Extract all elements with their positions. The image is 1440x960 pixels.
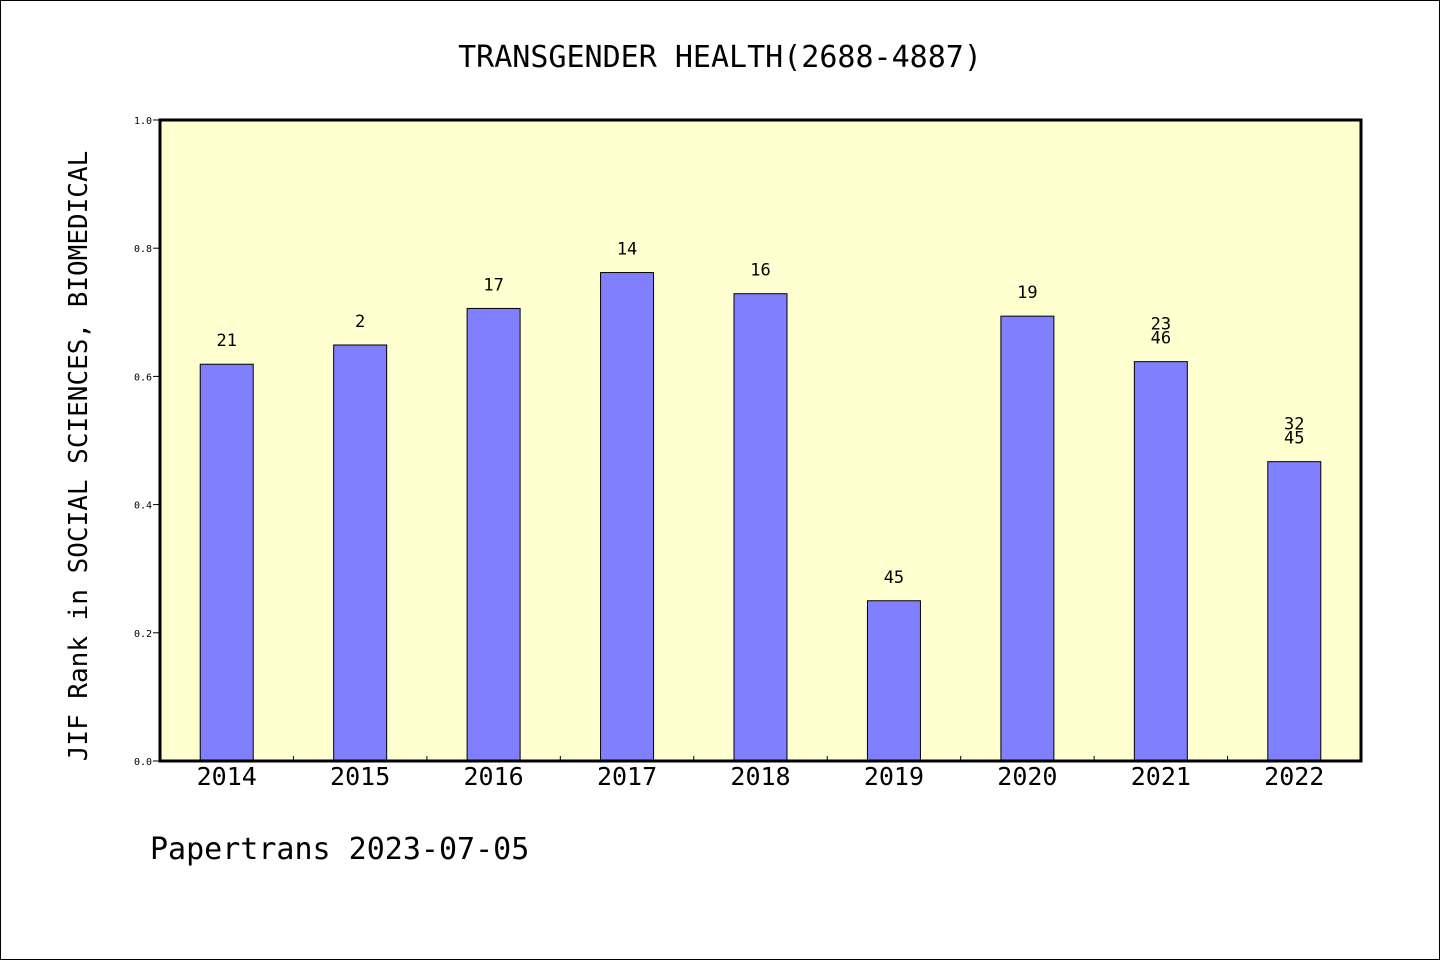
bar-2014 <box>199 363 254 762</box>
bar-2015 <box>333 344 388 762</box>
x-tick-label-2018: 2018 <box>730 762 790 791</box>
bar-label-2017-0: 14 <box>617 240 637 260</box>
bar-2020 <box>1000 315 1055 762</box>
bar-label-2014-0: 21 <box>216 331 236 351</box>
chart-title: TRANSGENDER HEALTH(2688-4887) <box>458 40 982 75</box>
bar-label-2016-0: 17 <box>483 275 503 295</box>
bar-label-2022-1: 45 <box>1284 429 1304 449</box>
x-tick-label-2020: 2020 <box>997 762 1057 791</box>
bar-label-2022-0: 32 <box>1284 415 1304 435</box>
x-tick-label-2014: 2014 <box>197 762 257 791</box>
y-tick-label-1.0: 1.0 <box>134 116 152 127</box>
bar-label-2018-0: 16 <box>750 261 770 281</box>
plot-border <box>158 118 1363 763</box>
bar-label-2015-0: 2 <box>355 312 365 332</box>
bar-2021 <box>1133 361 1188 762</box>
ticks-layer: 2014 2015 2016 2017 2018 2019 2020 2021 2022 0.0 0… <box>134 116 1324 791</box>
x-tick-label-2015: 2015 <box>330 762 390 791</box>
footer-credit: Papertrans 2023-07-05 <box>150 832 530 867</box>
x-tick-label-2016: 2016 <box>464 762 524 791</box>
bar-label-2019-0: 45 <box>884 568 904 588</box>
bar-2016 <box>466 307 521 762</box>
bar-2022 <box>1267 461 1322 762</box>
x-tick-label-2019: 2019 <box>864 762 924 791</box>
y-axis-label: JIF Rank in SOCIAL SCIENCES, BIOMEDICAL <box>64 151 94 761</box>
x-tick-label-2021: 2021 <box>1131 762 1191 791</box>
bar-label-2021-1: 46 <box>1151 329 1171 349</box>
bar-2018 <box>733 293 788 762</box>
bar-label-2021-0: 23 <box>1151 315 1171 335</box>
bar-2017 <box>600 272 655 762</box>
y-tick-label-0.6: 0.6 <box>134 372 152 383</box>
y-tick-label-0.2: 0.2 <box>134 629 152 640</box>
y-tick-label-0.8: 0.8 <box>134 244 152 255</box>
y-tick-label-0.0: 0.0 <box>134 757 152 768</box>
x-tick-label-2022: 2022 <box>1264 762 1324 791</box>
y-tick-label-0.4: 0.4 <box>134 501 152 512</box>
x-tick-label-2017: 2017 <box>597 762 657 791</box>
bar-2019 <box>866 600 921 762</box>
bar-label-2020-0: 19 <box>1017 283 1037 303</box>
